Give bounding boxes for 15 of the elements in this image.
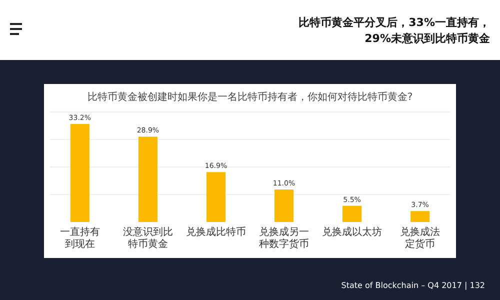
bar [138, 136, 158, 222]
bar [342, 206, 362, 222]
bar [274, 190, 294, 222]
text: State of Blockchain – Q4 2017 | 132 [341, 281, 485, 290]
bar [206, 172, 226, 222]
chart-subtitle: 比特币黄金平分叉后，33%一直持有，29%未意识到比特币黄金 [298, 16, 491, 45]
x-tick-label: 兑换成比特币 [186, 226, 246, 238]
chart-title: 比特币黄金被创建时如果你是一名比特币持有者，你如何对待比特币黄金? [87, 91, 413, 103]
x-tick-label: 兑换成另一种数字货币 [259, 226, 310, 250]
x-tick-label: 一直持有到现在 [60, 226, 100, 250]
x-tick-label: 没意识到比特币黄金 [122, 226, 173, 250]
x-tick-label: 兑换成法定货币 [400, 226, 440, 250]
x-tick-label: 兑换成以太坊 [322, 226, 382, 238]
bar [410, 211, 430, 222]
bar [70, 124, 90, 222]
